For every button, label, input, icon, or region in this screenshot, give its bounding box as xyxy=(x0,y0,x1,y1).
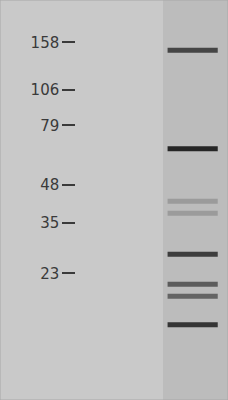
svg-text:158: 158 xyxy=(31,34,60,52)
svg-text:35: 35 xyxy=(40,214,59,232)
svg-text:23: 23 xyxy=(40,265,59,283)
svg-text:106: 106 xyxy=(31,81,60,99)
svg-text:79: 79 xyxy=(40,117,59,135)
svg-text:48: 48 xyxy=(40,176,59,194)
